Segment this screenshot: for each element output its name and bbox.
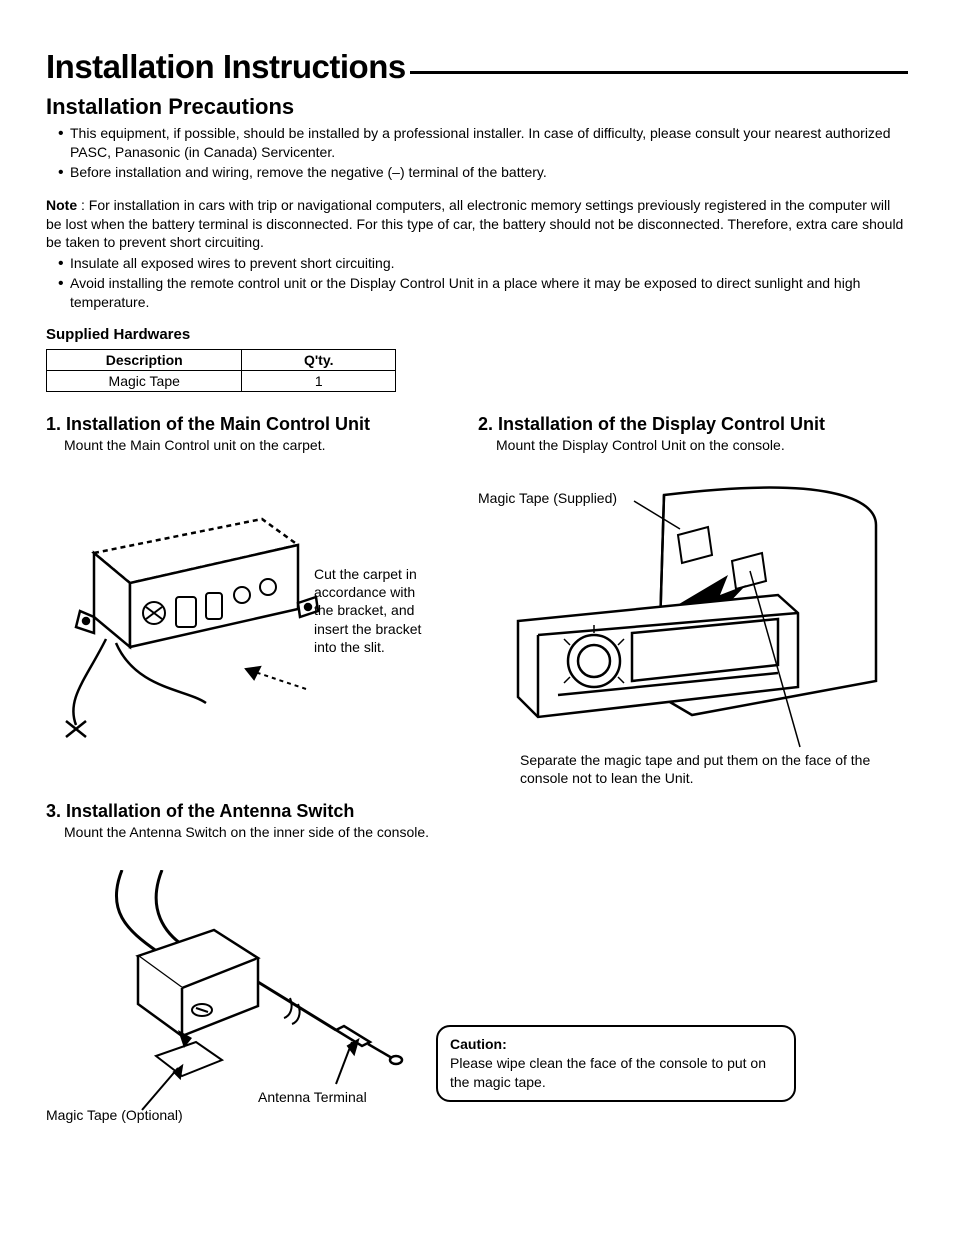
caution-title: Caution:: [450, 1035, 782, 1054]
section-2-callout: Separate the magic tape and put them on …: [520, 751, 900, 787]
caution-box: Caution: Please wipe clean the face of t…: [436, 1025, 796, 1102]
cell-qty: 1: [242, 371, 396, 392]
note-paragraph: Note : For installation in cars with tri…: [46, 196, 908, 253]
precautions-top-list: This equipment, if possible, should be i…: [46, 124, 908, 182]
section-1-callout: Cut the carpet in accordance with the br…: [314, 565, 434, 656]
section-1-sub: Mount the Main Control unit on the carpe…: [46, 437, 450, 453]
precautions-bottom-list: Insulate all exposed wires to prevent sh…: [46, 254, 908, 312]
table-header-row: Description Q'ty.: [47, 350, 396, 371]
precaution-item: Avoid installing the remote control unit…: [58, 274, 908, 312]
section-2-sub: Mount the Display Control Unit on the co…: [478, 437, 908, 453]
note-label: Note: [46, 197, 77, 213]
precautions-heading: Installation Precautions: [46, 94, 908, 120]
page-title: Installation Instructions: [46, 48, 406, 86]
section-3-terminal-label: Antenna Terminal: [258, 1088, 367, 1106]
precaution-item: Before installation and wiring, remove t…: [58, 163, 908, 182]
section-3-row: Magic Tape (Optional) Antenna Terminal C…: [46, 870, 908, 1130]
hardware-heading: Supplied Hardwares: [46, 326, 908, 343]
display-control-unit-svg: [478, 465, 908, 785]
page-title-row: Installation Instructions: [46, 48, 908, 86]
section-1: 1. Installation of the Main Control Unit…: [46, 414, 450, 785]
cell-description: Magic Tape: [47, 371, 242, 392]
section-3-tape-label: Magic Tape (Optional): [46, 1106, 183, 1124]
sections-1-2-row: 1. Installation of the Main Control Unit…: [46, 414, 908, 785]
caution-body: Please wipe clean the face of the consol…: [450, 1054, 782, 1092]
section-2: 2. Installation of the Display Control U…: [478, 414, 908, 785]
section-3: 3. Installation of the Antenna Switch Mo…: [46, 801, 908, 1130]
section-2-diagram: Magic Tape (Supplied): [478, 465, 908, 785]
note-body: : For installation in cars with trip or …: [46, 197, 903, 251]
table-row: Magic Tape 1: [47, 371, 396, 392]
section-3-sub: Mount the Antenna Switch on the inner si…: [46, 824, 908, 840]
col-description: Description: [47, 350, 242, 371]
col-qty: Q'ty.: [242, 350, 396, 371]
section-3-diagram: Magic Tape (Optional) Antenna Terminal: [46, 870, 416, 1130]
section-1-heading: 1. Installation of the Main Control Unit: [46, 414, 450, 435]
precaution-item: This equipment, if possible, should be i…: [58, 124, 908, 162]
hardware-table: Description Q'ty. Magic Tape 1: [46, 349, 396, 392]
section-2-heading: 2. Installation of the Display Control U…: [478, 414, 908, 435]
title-rule: [410, 71, 908, 74]
section-2-tape-label: Magic Tape (Supplied): [478, 489, 617, 507]
section-3-heading: 3. Installation of the Antenna Switch: [46, 801, 908, 822]
precaution-item: Insulate all exposed wires to prevent sh…: [58, 254, 908, 273]
section-1-diagram: Cut the carpet in accordance with the br…: [46, 489, 450, 749]
